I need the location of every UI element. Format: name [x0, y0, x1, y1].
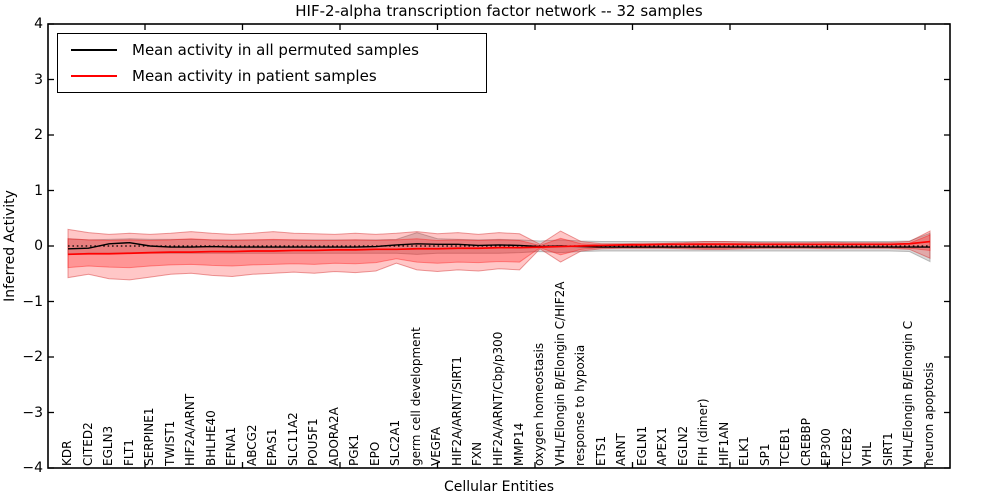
y-tick-label: 3	[34, 71, 43, 88]
y-tick-label: −4	[22, 460, 43, 476]
y-tick-label: −2	[22, 349, 43, 365]
legend-label: Mean activity in patient samples	[132, 66, 377, 85]
x-tick-label: SLC2A1	[388, 419, 403, 466]
x-tick-label: MMP14	[511, 422, 526, 466]
x-tick-label: CITED2	[80, 422, 95, 466]
permuted-mean-line	[67, 241, 930, 250]
x-tick-label: TWIST1	[162, 420, 177, 466]
x-tick-label: EFNA1	[224, 426, 239, 466]
x-tick-label: neuron apoptosis	[922, 362, 936, 466]
legend-label: Mean activity in all permuted samples	[132, 40, 419, 59]
x-tick-label: FIH (dimer)	[696, 398, 711, 466]
x-tick-label: TCEB1	[778, 427, 793, 466]
x-tick-label: CREBBP	[798, 418, 813, 466]
legend-line-black-icon	[71, 49, 117, 51]
x-tick-label: response to hypoxia	[573, 344, 588, 466]
x-tick-label: PGK1	[347, 433, 362, 466]
x-tick-label: SP1	[757, 443, 772, 467]
x-tick-label: VHL/Elongin B/Elongin C/HIF2A	[552, 281, 567, 466]
y-tick-label: −3	[22, 404, 43, 421]
x-tick-label: FLT1	[121, 439, 136, 466]
x-tick-label: oxygen homeostasis	[532, 342, 547, 466]
x-tick-label: HIF2A/ARNT/SIRT1	[449, 356, 464, 466]
legend-item-patient: Mean activity in patient samples	[58, 67, 486, 86]
x-tick-label: ARNT	[614, 433, 629, 466]
x-tick-label: VEGFA	[429, 426, 444, 466]
x-tick-label: ADORA2A	[326, 407, 341, 466]
x-tick-label: SERPINE1	[142, 407, 157, 466]
x-tick-label: EGLN3	[101, 425, 116, 466]
x-tick-label: SLC11A2	[285, 412, 300, 466]
band-patient-outer	[67, 228, 931, 281]
chart-title: HIF-2-alpha transcription factor network…	[295, 2, 703, 20]
y-tick-label: −1	[22, 293, 43, 310]
band-patient-inner	[67, 234, 931, 269]
x-tick-label: HIF2A/ARNT	[183, 393, 198, 466]
x-tick-label: KDR	[60, 440, 74, 466]
x-tick-label: EPAS1	[265, 428, 280, 466]
legend-item-permuted: Mean activity in all permuted samples	[58, 41, 486, 60]
x-tick-label: ETS1	[593, 435, 608, 466]
y-tick-label: 2	[34, 127, 43, 143]
x-tick-label: ELK1	[737, 436, 752, 466]
x-tick-label: POU5F1	[306, 418, 321, 466]
x-tick-label: APEX1	[655, 427, 670, 466]
patient-mean-line	[67, 240, 931, 256]
x-tick-label: TCEB2	[839, 427, 854, 466]
x-tick-label: EP300	[819, 428, 834, 466]
x-tick-label: EGLN2	[675, 425, 690, 466]
x-tick-label: ABCG2	[244, 424, 259, 466]
y-tick-label: 1	[34, 182, 43, 199]
x-tick-label: VHL/Elongin B/Elongin C	[901, 320, 916, 466]
x-tick-label: HIF1AN	[716, 421, 731, 466]
x-tick-label: FXN	[470, 441, 485, 466]
x-tick-label: HIF2A/ARNT/Cbp/p300	[491, 331, 505, 466]
legend: Mean activity in all permuted samples Me…	[57, 33, 487, 93]
x-tick-label: VHL	[860, 442, 875, 466]
x-tick-label: EGLN1	[634, 425, 649, 466]
x-tick-label: SIRT1	[880, 432, 895, 466]
x-tick-label: EPO	[367, 441, 382, 466]
x-tick-label: BHLHE40	[203, 410, 218, 466]
y-tick-label: 4	[34, 16, 43, 32]
x-tick-label: germ cell development	[408, 327, 423, 466]
y-tick-label: 0	[34, 238, 43, 254]
legend-line-red-icon	[71, 75, 117, 77]
x-axis-label: Cellular Entities	[443, 479, 555, 495]
